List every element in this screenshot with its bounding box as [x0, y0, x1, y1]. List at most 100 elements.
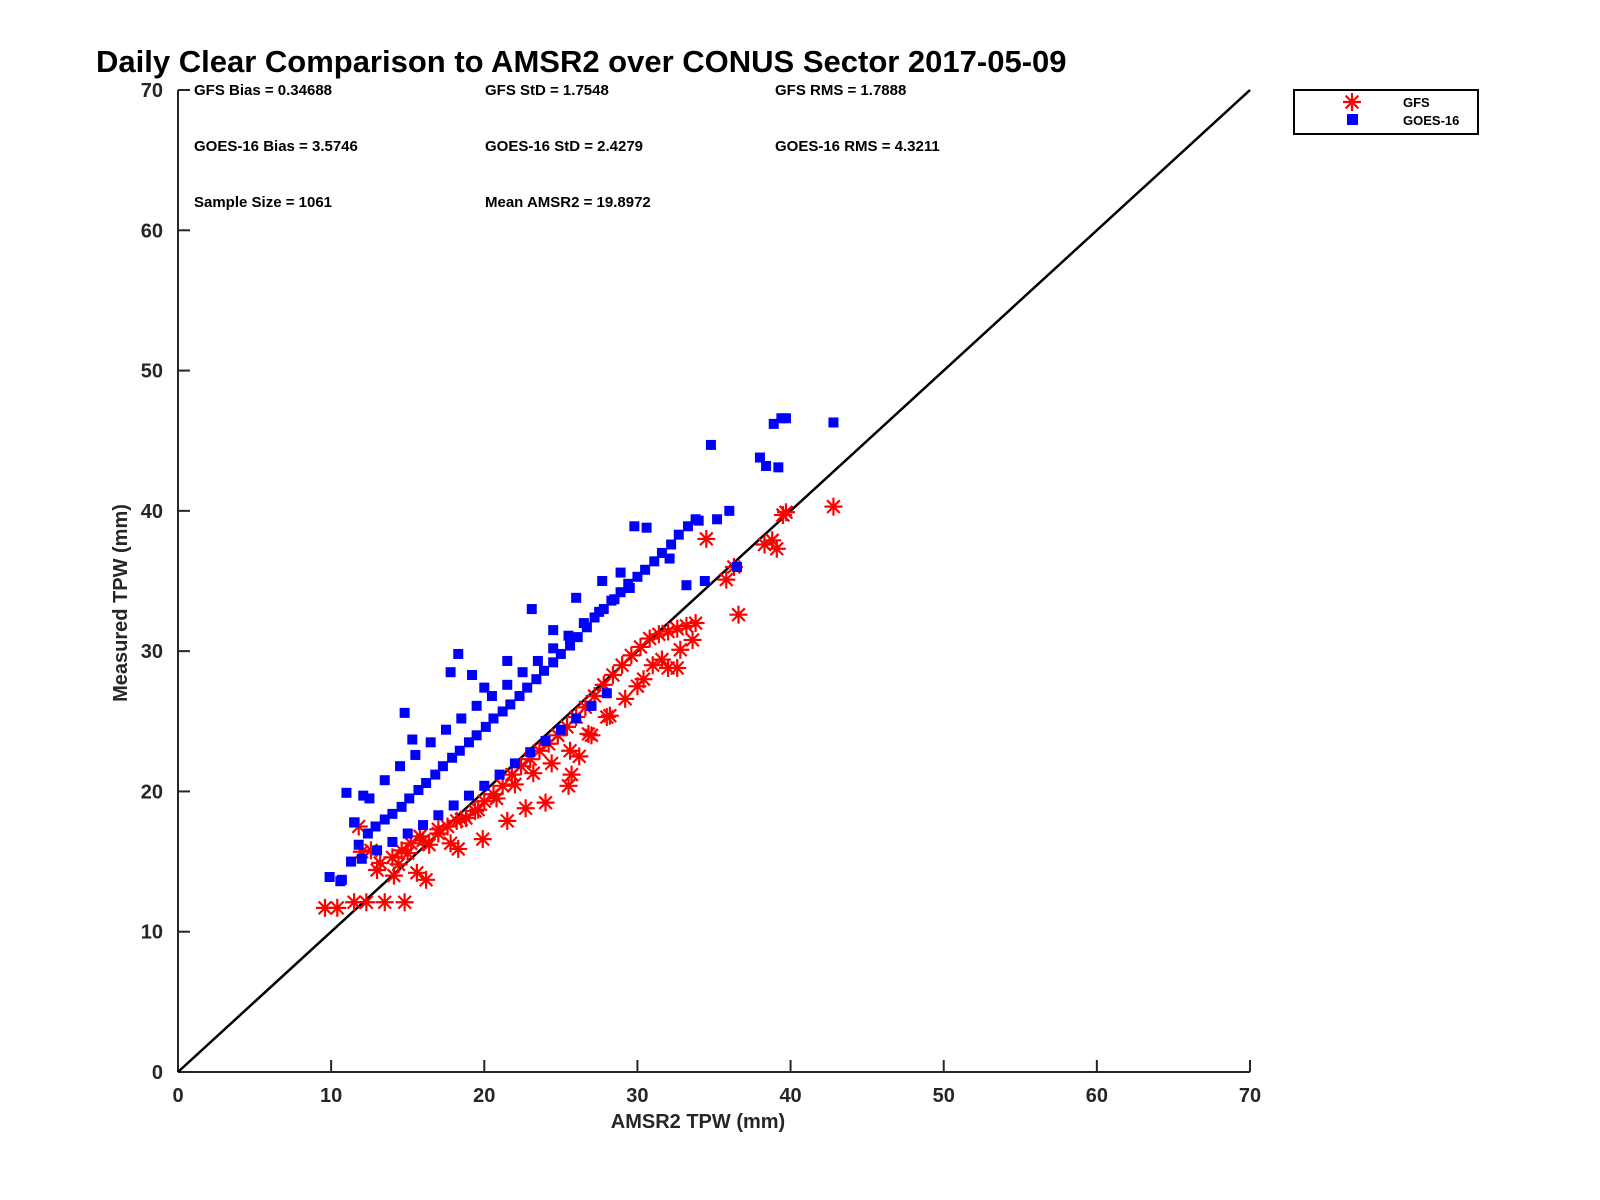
x-tick-label-4: 40 — [779, 1085, 801, 1107]
goes16-point — [526, 604, 537, 615]
axis-tick-labels: 0 10 20 30 40 50 60 70 0 10 20 30 40 50 60 70 — [141, 80, 1261, 1107]
goes16-point — [731, 561, 742, 572]
goes16-point — [548, 625, 559, 636]
goes16-point — [828, 417, 839, 428]
goes16-point — [399, 707, 410, 718]
gfs-point — [429, 820, 448, 839]
goes16-point — [387, 808, 398, 819]
goes16-point — [370, 821, 381, 832]
gfs-point — [357, 893, 376, 912]
goes16-point — [479, 780, 490, 791]
x-tick-label-7: 70 — [1239, 1085, 1261, 1107]
goes16-bias-text: GOES-16 Bias = 3.5746 — [194, 138, 358, 155]
gfs-point — [395, 893, 414, 912]
goes16-point — [425, 737, 436, 748]
goes16-point — [395, 761, 406, 772]
goes16-point — [565, 640, 576, 651]
goes16-point — [471, 730, 482, 741]
gfs-point — [559, 776, 578, 795]
goes16-point — [349, 817, 360, 828]
goes16-point — [609, 594, 620, 605]
goes16-point — [589, 612, 600, 623]
x-tick-label-1: 10 — [320, 1085, 342, 1107]
gfs-point — [686, 614, 705, 633]
goes16-point — [656, 547, 667, 558]
gfs-point — [452, 810, 471, 829]
gfs-point — [449, 839, 468, 858]
legend-goes16-square-icon — [1347, 114, 1358, 125]
goes16-point — [525, 747, 536, 758]
goes16-point — [532, 655, 543, 666]
goes16-point — [494, 769, 505, 780]
gfs-series — [316, 497, 843, 917]
axis-ticks — [177, 89, 1251, 1073]
goes16-point — [453, 648, 464, 659]
goes16-point — [563, 630, 574, 641]
goes16-point — [509, 758, 520, 769]
goes16-point — [353, 839, 364, 850]
y-tick-label-7: 70 — [141, 80, 163, 102]
gfs-point — [643, 656, 662, 675]
statistics-annotations: GFS Bias = 0.34688 GFS StD = 1.7548 GFS … — [194, 82, 940, 211]
gfs-point — [697, 529, 716, 548]
gfs-point — [328, 898, 347, 917]
goes16-point — [447, 752, 458, 763]
goes16-point — [578, 618, 589, 629]
legend-gfs-asterisk-icon — [1343, 93, 1361, 111]
goes16-point — [693, 515, 704, 526]
goes16-point — [362, 828, 373, 839]
goes16-point — [379, 814, 390, 825]
goes16-point — [387, 836, 398, 847]
y-tick-label-4: 40 — [141, 501, 163, 523]
goes16-point — [664, 553, 675, 564]
goes16-point — [540, 735, 551, 746]
gfs-point — [600, 706, 619, 725]
gfs-point — [407, 863, 426, 882]
gfs-point — [516, 799, 535, 818]
gfs-point — [628, 677, 647, 696]
goes16-point — [597, 576, 608, 586]
goes16-point — [396, 801, 407, 812]
goes16-point — [780, 413, 791, 424]
goes16-point — [615, 587, 626, 598]
goes16-point — [404, 793, 415, 804]
goes16-point — [497, 706, 508, 717]
gfs-point — [767, 539, 786, 558]
y-tick-label-3: 30 — [141, 641, 163, 663]
goes16-point — [586, 700, 597, 711]
goes16-point — [649, 556, 660, 567]
x-tick-label-0: 0 — [172, 1085, 183, 1107]
gfs-point — [717, 570, 736, 589]
gfs-point — [414, 831, 433, 850]
y-tick-label-5: 50 — [141, 361, 163, 383]
goes16-point — [502, 679, 513, 690]
gfs-point — [561, 741, 580, 760]
goes16-point — [471, 700, 482, 711]
goes16-point — [364, 793, 375, 804]
goes16-point — [441, 724, 451, 735]
goes16-point — [413, 785, 424, 796]
goes16-point — [341, 787, 352, 798]
gfs-point — [582, 726, 601, 745]
goes16-std-text: GOES-16 StD = 2.4279 — [485, 138, 643, 155]
goes16-point — [754, 452, 765, 463]
gfs-point — [570, 747, 589, 766]
gfs-point — [505, 775, 524, 794]
gfs-point — [524, 764, 543, 783]
gfs-point — [487, 789, 506, 808]
goes16-point — [724, 505, 735, 516]
goes16-point — [467, 669, 478, 680]
gfs-point — [671, 640, 690, 659]
goes16-point — [640, 564, 651, 575]
goes16-point — [601, 688, 612, 699]
goes16-point — [699, 576, 710, 586]
gfs-point — [498, 811, 517, 830]
goes16-point — [548, 657, 559, 668]
goes16-point — [681, 580, 692, 591]
gfs-point — [475, 792, 494, 811]
gfs-point — [616, 689, 635, 708]
goes16-point — [335, 876, 346, 887]
x-axis-label: AMSR2 TPW (mm) — [611, 1111, 785, 1133]
y-axis-label: Measured TPW (mm) — [110, 504, 132, 702]
goes16-point — [430, 769, 441, 780]
